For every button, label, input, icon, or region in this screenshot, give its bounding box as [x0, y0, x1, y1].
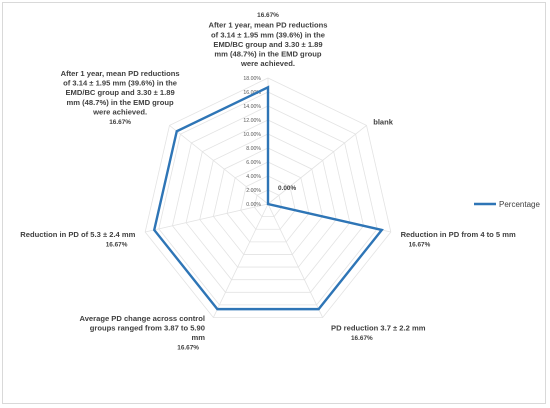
- data-label: 16.67%: [109, 119, 131, 126]
- category-label-line: After 1 year, mean PD reductions: [61, 69, 180, 78]
- label-layer: After 1 year, mean PD reductions of 3.14 …: [20, 12, 516, 351]
- grid-ring: [172, 105, 364, 293]
- data-label: 16.67%: [177, 345, 199, 352]
- axis-tick-label: 12.00%: [243, 118, 261, 124]
- axis-tick-label: 10.00%: [243, 132, 261, 138]
- axis-tick-label: 4.00%: [246, 174, 261, 180]
- category-label-line: Average PD change across control: [80, 314, 205, 323]
- category-label-line: groups ranged from 3.87 to 5.90: [90, 323, 205, 332]
- axis-tick-label: 2.00%: [246, 188, 261, 194]
- axis-tick-label: 0.00%: [246, 202, 261, 208]
- category-label: After 1 year, mean PD reductions of 3.14 …: [208, 21, 327, 68]
- grid-spoke: [145, 203, 269, 233]
- grid-spoke: [267, 203, 324, 318]
- category-label-line: mm (48.7%) in the EMD group: [67, 98, 175, 107]
- chart-frame: [2, 2, 546, 404]
- category-label-line: EMD/BC group and 3.30 ± 1.89: [65, 88, 174, 97]
- axis-tick-label: 8.00%: [246, 146, 261, 152]
- grid-spoke: [212, 203, 269, 318]
- category-label: Average PD change across control groups r…: [80, 314, 206, 342]
- grid-ring: [253, 189, 283, 218]
- axis-tick-label: 6.00%: [246, 160, 261, 166]
- grid-ring: [144, 77, 392, 318]
- category-label-line: PD reduction 3.7 ± 2.2 mm: [331, 323, 426, 332]
- category-label-line: blank: [373, 118, 394, 127]
- axis-tick-label: 14.00%: [243, 104, 261, 110]
- data-label: 0.00%: [278, 185, 296, 192]
- category-label-line: mm: [191, 333, 205, 342]
- data-label: 16.67%: [351, 335, 373, 342]
- category-label: After 1 year, mean PD reductions of 3.14 …: [61, 69, 180, 116]
- grid-spoke: [169, 125, 269, 205]
- data-label: 16.67%: [409, 242, 431, 249]
- category-label: Reduction in PD of 5.3 ± 2.4 mm: [20, 230, 135, 239]
- series-layer: [152, 85, 384, 311]
- category-label: PD reduction 3.7 ± 2.2 mm: [331, 323, 426, 332]
- category-label-line: mm (48.7%) in the EMD group: [214, 49, 322, 58]
- category-label: Reduction in PD from 4 to 5 mm: [401, 230, 516, 239]
- category-label-line: EMD/BC group and 3.30 ± 1.89: [213, 40, 322, 49]
- data-label: 16.67%: [106, 242, 128, 249]
- category-label: blank: [373, 118, 394, 127]
- grid-ring: [212, 147, 324, 255]
- grid-spoke: [267, 125, 367, 205]
- grid-ring: [226, 161, 310, 243]
- legend: Percentage: [474, 200, 540, 209]
- axis-tick-layer: 0.00% 2.00% 4.00% 6.00% 8.00% 10.00% 12.00% 14.…: [243, 76, 261, 208]
- axis-tick-label: 16.00%: [243, 90, 261, 96]
- axis-tick-label: 18.00%: [243, 76, 261, 82]
- data-label: 16.67%: [257, 12, 279, 19]
- grid-ring: [185, 119, 351, 281]
- grid-ring: [158, 91, 378, 306]
- category-label-line: were achieved.: [240, 59, 295, 68]
- category-label-line: of 3.14 ± 1.95 mm (39.6%) in the: [211, 30, 325, 39]
- category-label-line: After 1 year, mean PD reductions: [208, 21, 327, 30]
- grid-ring: [199, 133, 337, 268]
- category-label-line: Reduction in PD of 5.3 ± 2.4 mm: [20, 230, 135, 239]
- category-label-line: were achieved.: [92, 107, 147, 116]
- category-label-line: Reduction in PD from 4 to 5 mm: [401, 230, 516, 239]
- series-line-percentage: [152, 85, 384, 311]
- grid-ring: [240, 175, 296, 230]
- category-label-line: of 3.14 ± 1.95 mm (39.6%) in the: [63, 79, 177, 88]
- legend-label: Percentage: [499, 200, 540, 209]
